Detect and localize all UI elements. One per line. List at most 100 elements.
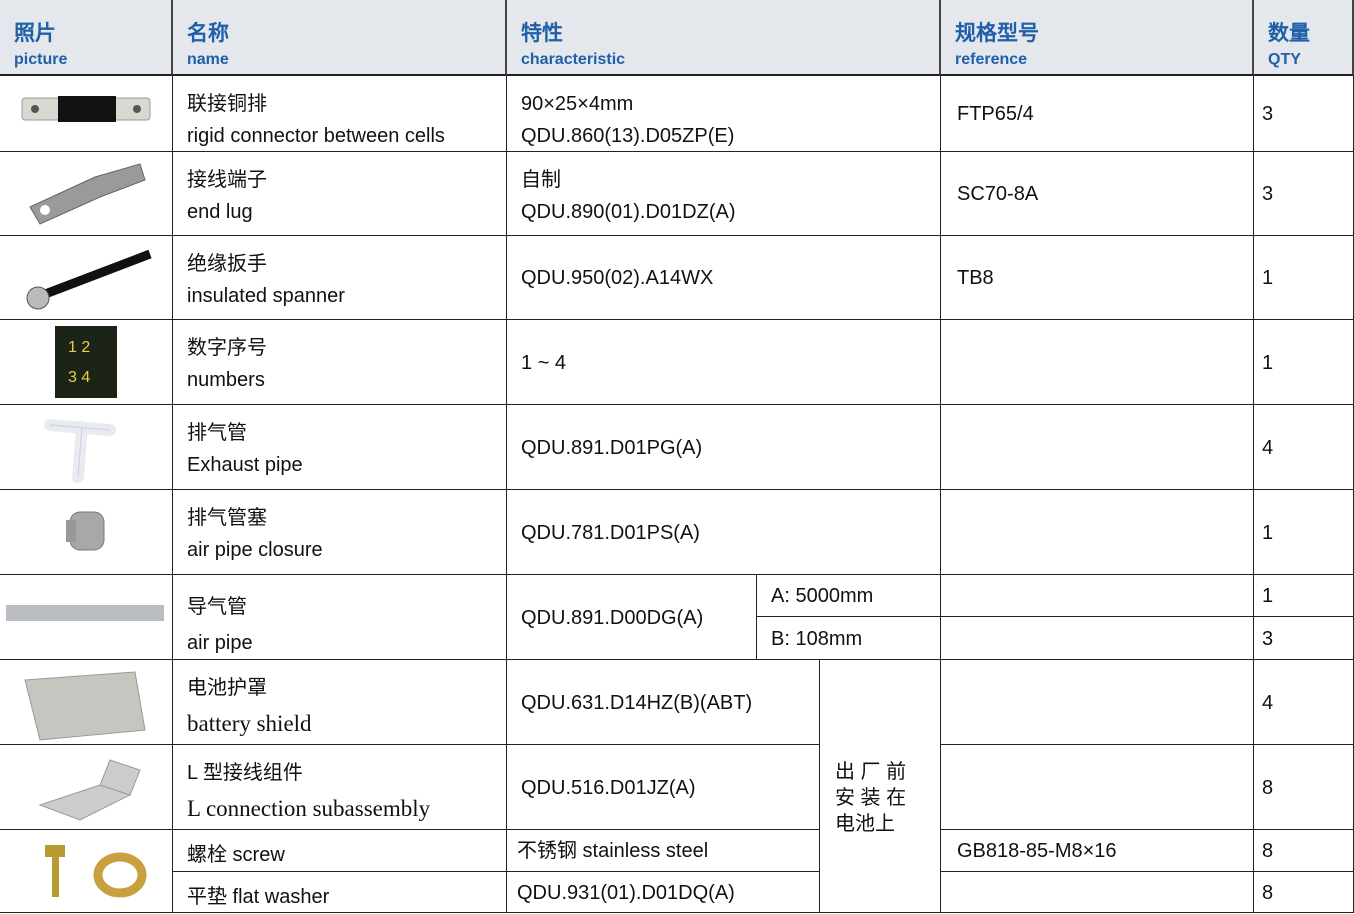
cell-text: 3	[1262, 183, 1274, 205]
name-zh: L 型接线组件	[187, 762, 303, 784]
cell	[941, 872, 1254, 913]
cell-text: 4	[1262, 691, 1274, 714]
cell-text: 1	[1262, 585, 1274, 607]
note-line: 电池上	[835, 813, 895, 835]
cell	[757, 575, 941, 617]
cell	[0, 76, 173, 152]
header-zh: 数量	[1268, 22, 1310, 45]
header-zh: 规格型号	[955, 22, 1039, 45]
cell	[507, 745, 820, 830]
name-zh: 导气管	[187, 596, 247, 618]
note-line: 出 厂 前	[835, 761, 907, 783]
cell-text: 自制	[521, 169, 561, 191]
cell	[0, 575, 173, 660]
cell	[941, 830, 1254, 872]
cell	[0, 236, 173, 320]
cell	[941, 660, 1254, 745]
cell	[941, 236, 1254, 320]
cell-text: A: 5000mm	[771, 585, 874, 607]
name-en: numbers	[187, 369, 265, 391]
cell-text: 4	[1262, 436, 1274, 459]
cell	[173, 76, 507, 152]
cell-text: 1 ~ 4	[521, 351, 567, 374]
cell-text: QDU.891.D01PG(A)	[521, 436, 703, 459]
cell	[941, 575, 1254, 617]
cell	[0, 152, 173, 236]
cell-text: QDU.950(02).A14WX	[521, 267, 714, 289]
cell-text: QDU.516.D01JZ(A)	[521, 776, 696, 799]
item-photo	[24, 671, 146, 741]
cell-text: 1	[1262, 351, 1274, 374]
cell	[507, 830, 820, 872]
cell-text: TB8	[957, 267, 994, 289]
cell	[0, 0, 173, 76]
name-en: end lug	[187, 201, 253, 223]
cell	[941, 76, 1254, 152]
cell	[1254, 0, 1354, 76]
name-en: L connection subassembly	[187, 796, 431, 821]
cell	[507, 660, 820, 745]
cell	[941, 745, 1254, 830]
header-zh: 照片	[14, 22, 56, 45]
part-name: 平垫 flat washer	[187, 885, 330, 908]
name-en: Exhaust pipe	[187, 454, 303, 476]
cell-text: B: 108mm	[771, 627, 863, 650]
cell	[173, 745, 507, 830]
svg-text:1 2: 1 2	[68, 339, 90, 356]
note-line: 安 装 在	[835, 787, 907, 809]
cell	[507, 152, 941, 236]
cell	[507, 236, 941, 320]
cell-text: QDU.890(01).D01DZ(A)	[521, 201, 736, 223]
cell-text: FTP65/4	[957, 103, 1034, 125]
name-zh: 接线端子	[187, 169, 267, 191]
name-zh: 电池护罩	[187, 677, 267, 699]
cell-text: 1	[1262, 521, 1274, 544]
cell	[173, 490, 507, 575]
cell	[941, 320, 1254, 405]
name-en: air pipe closure	[187, 539, 323, 561]
item-photo	[6, 605, 164, 621]
header-en: reference	[955, 51, 1028, 68]
item-photo	[26, 249, 152, 310]
header-zh: 特性	[521, 22, 563, 45]
cell-text: 8	[1262, 776, 1274, 799]
cell	[0, 320, 173, 405]
name-en: air pipe	[187, 632, 253, 654]
cell	[941, 0, 1254, 76]
cell	[507, 575, 757, 660]
header-en: picture	[14, 51, 68, 68]
cell-text: QDU.860(13).D05ZP(E)	[521, 125, 735, 147]
cell-text: 3	[1262, 103, 1274, 125]
header-en: characteristic	[521, 51, 626, 68]
cell-text: 8	[1262, 881, 1274, 904]
cell	[507, 0, 941, 76]
cell	[173, 575, 507, 660]
name-zh: 数字序号	[187, 337, 267, 359]
item-photo: 1 2 3 4	[55, 326, 117, 398]
cell	[941, 617, 1254, 660]
cell	[173, 830, 507, 872]
name-en: battery shield	[187, 711, 312, 736]
cell-text: GB818-85-M8×16	[957, 840, 1117, 862]
item-photo	[44, 419, 116, 483]
header-en: name	[187, 51, 229, 68]
cell	[507, 76, 941, 152]
cell	[941, 152, 1254, 236]
name-zh: 排气管	[187, 422, 247, 444]
name-en: rigid connector between cells	[187, 125, 445, 147]
cell-text: 1	[1262, 267, 1274, 289]
cell	[507, 405, 941, 490]
cell	[173, 152, 507, 236]
item-photo	[66, 511, 105, 551]
cell-text: QDU.891.D00DG(A)	[521, 606, 704, 629]
cell-text: SC70-8A	[957, 183, 1039, 205]
cell	[0, 660, 173, 745]
item-photo	[45, 845, 147, 898]
item-photo	[21, 96, 151, 122]
header-en: QTY	[1268, 51, 1301, 68]
name-zh: 联接铜排	[187, 93, 267, 115]
cell	[173, 236, 507, 320]
item-photo	[38, 759, 141, 821]
cell	[173, 320, 507, 405]
